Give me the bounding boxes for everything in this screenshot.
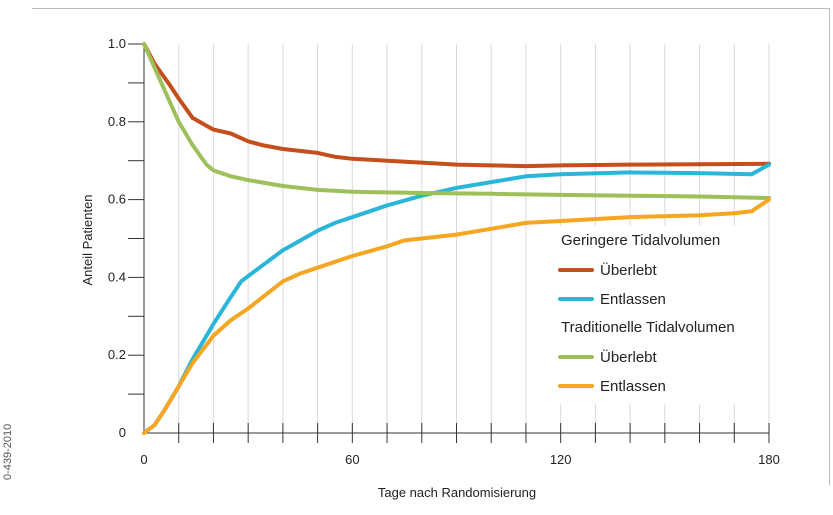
series-line-4 — [142, 197, 771, 435]
x-tick-label: 60 — [345, 452, 359, 467]
series-line-1 — [142, 42, 771, 169]
axes: 0 0.2 0.4 0.6 0.8 1.0 0 60 120 180 — [108, 36, 780, 467]
x-tick-label: 120 — [550, 452, 572, 467]
legend: Geringere Tidalvolumen Überlebt Entlassen T… — [548, 226, 768, 404]
y-tick-label: 0.6 — [108, 192, 126, 207]
legend-group-title: Geringere Tidalvolumen — [561, 232, 720, 249]
legend-label: Entlassen — [600, 291, 666, 308]
figure-frame — [32, 8, 830, 485]
legend-group-title: Traditionelle Tidalvolumen — [561, 319, 735, 336]
x-tick-label: 180 — [758, 452, 780, 467]
y-tick-label: 0 — [119, 425, 126, 440]
y-tick-label: 0.4 — [108, 269, 126, 284]
legend-label: Entlassen — [600, 378, 666, 395]
legend-label: Überlebt — [600, 261, 658, 279]
y-tick-label: 0.2 — [108, 347, 126, 362]
legend-label: Überlebt — [600, 348, 658, 366]
series-line-3 — [142, 42, 771, 200]
y-tick-label: 0.8 — [108, 114, 126, 129]
series-lines — [142, 42, 771, 435]
y-tick-label: 1.0 — [108, 36, 126, 51]
y-axis-label: Anteil Patienten — [80, 194, 95, 285]
legend-background — [548, 226, 768, 404]
x-axis-label: Tage nach Randomisierung — [378, 485, 536, 500]
x-tick-label: 0 — [140, 452, 147, 467]
